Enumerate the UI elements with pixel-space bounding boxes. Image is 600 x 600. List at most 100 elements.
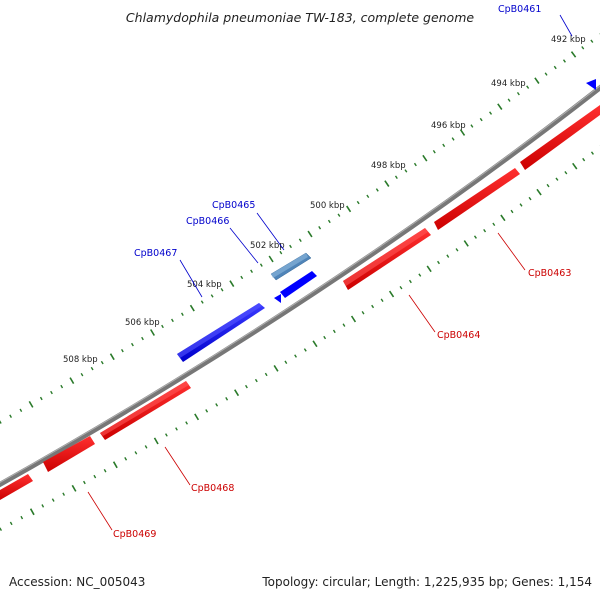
leader-CpB0464: [408, 294, 436, 333]
outer-track-tick: [39, 396, 43, 401]
outer-track-tick: [346, 205, 352, 213]
inner-track-tick: [572, 162, 578, 170]
inner-tick-track: [0, 145, 600, 531]
outer-track-tick: [268, 255, 274, 263]
outer-track-tick: [229, 280, 235, 288]
inner-track-tick: [205, 409, 209, 413]
inner-track-tick: [455, 248, 459, 252]
leader-CpB0466: [229, 227, 259, 264]
outer-track-tick: [109, 353, 115, 361]
gene-arrow-CpB0461[interactable]: [586, 79, 596, 90]
inner-track-tick: [93, 474, 97, 479]
gene-arrow-CpB0465[interactable]: [270, 252, 312, 281]
inner-track-tick: [564, 170, 568, 175]
outer-track-tick: [327, 219, 331, 224]
inner-track-tick: [500, 214, 506, 222]
scale-label-508: 508 kbp: [63, 355, 98, 365]
inner-track-tick: [473, 235, 477, 239]
leader-CpB0469: [87, 491, 113, 531]
outer-track-tick: [90, 366, 94, 371]
leader-CpB0468: [164, 446, 191, 486]
outer-track-tick: [384, 180, 390, 187]
gene-arrow-CpB0463[interactable]: [434, 105, 600, 230]
gene-label-CpB0463[interactable]: CpB0463: [528, 268, 571, 279]
gene-label-CpB0466[interactable]: CpB0466: [186, 216, 229, 227]
gene-label-CpB0469[interactable]: CpB0469: [113, 529, 156, 540]
outer-track-tick: [240, 275, 244, 280]
outer-track-tick: [497, 103, 503, 110]
outer-track-tick: [298, 238, 302, 242]
outer-track-tick: [220, 288, 224, 292]
gene-label-CpB0467[interactable]: CpB0467: [134, 248, 177, 259]
inner-track-tick: [303, 348, 307, 352]
outer-track-tick: [307, 230, 313, 238]
inner-track-tick: [426, 265, 432, 273]
inner-track-tick: [245, 384, 248, 389]
gene-label-CpB0468[interactable]: CpB0468: [191, 483, 234, 494]
outer-track-tick: [171, 318, 174, 323]
outer-track-tick: [553, 65, 557, 70]
outer-track-tick: [432, 150, 436, 154]
inner-track-tick: [124, 457, 128, 461]
inner-track-tick: [20, 515, 24, 520]
inner-track-tick: [51, 498, 55, 502]
inner-track-tick: [528, 196, 532, 201]
inner-track-tick: [342, 323, 346, 327]
outer-track-tick: [120, 348, 124, 353]
outer-track-tick: [210, 294, 214, 298]
scale-label-502: 502 kbp: [250, 241, 285, 251]
inner-track-tick: [332, 329, 336, 334]
outer-track-tick: [131, 342, 134, 347]
outer-track-tick: [562, 59, 566, 63]
scale-label-494: 494 kbp: [491, 79, 526, 89]
scale-label-492: 492 kbp: [551, 35, 586, 45]
accession-text: Accession: NC_005043: [9, 575, 145, 589]
inner-track-tick: [215, 403, 219, 407]
gene-arrow-CpB0468[interactable]: [100, 381, 191, 440]
inner-track-tick: [546, 183, 550, 188]
outer-track-tick: [534, 77, 540, 84]
outer-track-tick: [9, 414, 13, 418]
gene-arrow-CpB0467[interactable]: [177, 303, 265, 362]
inner-track-tick: [582, 157, 586, 162]
scale-label-506: 506 kbp: [125, 318, 160, 328]
outer-track-tick: [581, 46, 585, 50]
inner-track-tick: [350, 315, 357, 323]
inner-track-tick: [0, 527, 3, 531]
leader-CpB0461: [559, 14, 573, 37]
outer-track-tick: [366, 194, 370, 198]
inner-track-tick: [185, 421, 189, 425]
inner-track-tick: [463, 240, 469, 247]
inner-track-tick: [536, 188, 542, 196]
inner-track-tick: [323, 335, 327, 340]
inner-track-tick: [555, 177, 559, 181]
inner-track-tick: [153, 437, 159, 445]
gene-arrow-CpB0469[interactable]: [0, 436, 95, 500]
gene-arrow-CpB0464[interactable]: [343, 228, 431, 290]
outer-track-tick: [0, 420, 2, 424]
inner-track-tick: [371, 304, 375, 309]
outer-track-tick: [180, 312, 184, 316]
outer-track-tick: [259, 263, 263, 267]
outer-track-tick: [337, 213, 341, 217]
inner-track-tick: [264, 372, 268, 377]
scale-label-500: 500 kbp: [310, 201, 345, 211]
gene-arrow-CpB0466[interactable]: [274, 271, 317, 303]
inner-track-tick: [437, 260, 440, 265]
inner-track-tick: [418, 273, 422, 277]
outer-track-tick: [50, 390, 53, 395]
scale-label-504: 504 kbp: [187, 280, 222, 290]
gene-label-CpB0465[interactable]: CpB0465: [212, 200, 255, 211]
genome-summary-text: Topology: circular; Length: 1,225,935 bp…: [261, 575, 592, 589]
inner-track-tick: [273, 364, 279, 372]
gene-label-CpB0464[interactable]: CpB0464: [437, 330, 480, 341]
outer-track-tick: [318, 226, 322, 230]
gene-label-CpB0461[interactable]: CpB0461: [498, 4, 541, 15]
outer-track-tick: [479, 117, 483, 122]
inner-track-tick: [408, 279, 412, 284]
outer-track-tick: [200, 300, 204, 304]
outer-track-tick: [422, 154, 428, 162]
outer-track-tick: [526, 85, 530, 89]
inner-track-tick: [590, 151, 594, 155]
